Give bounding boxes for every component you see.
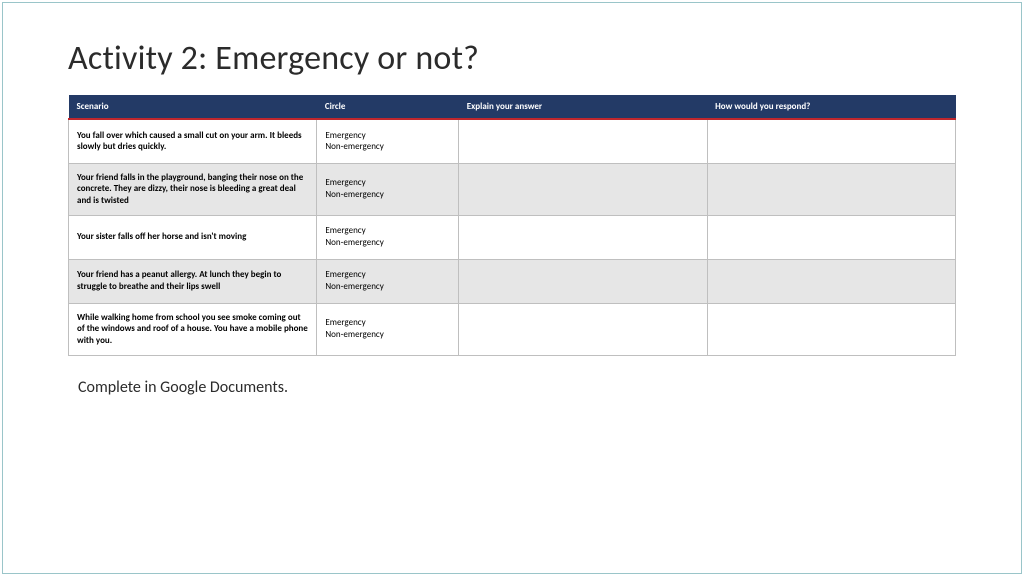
slide-border [2, 2, 1022, 574]
